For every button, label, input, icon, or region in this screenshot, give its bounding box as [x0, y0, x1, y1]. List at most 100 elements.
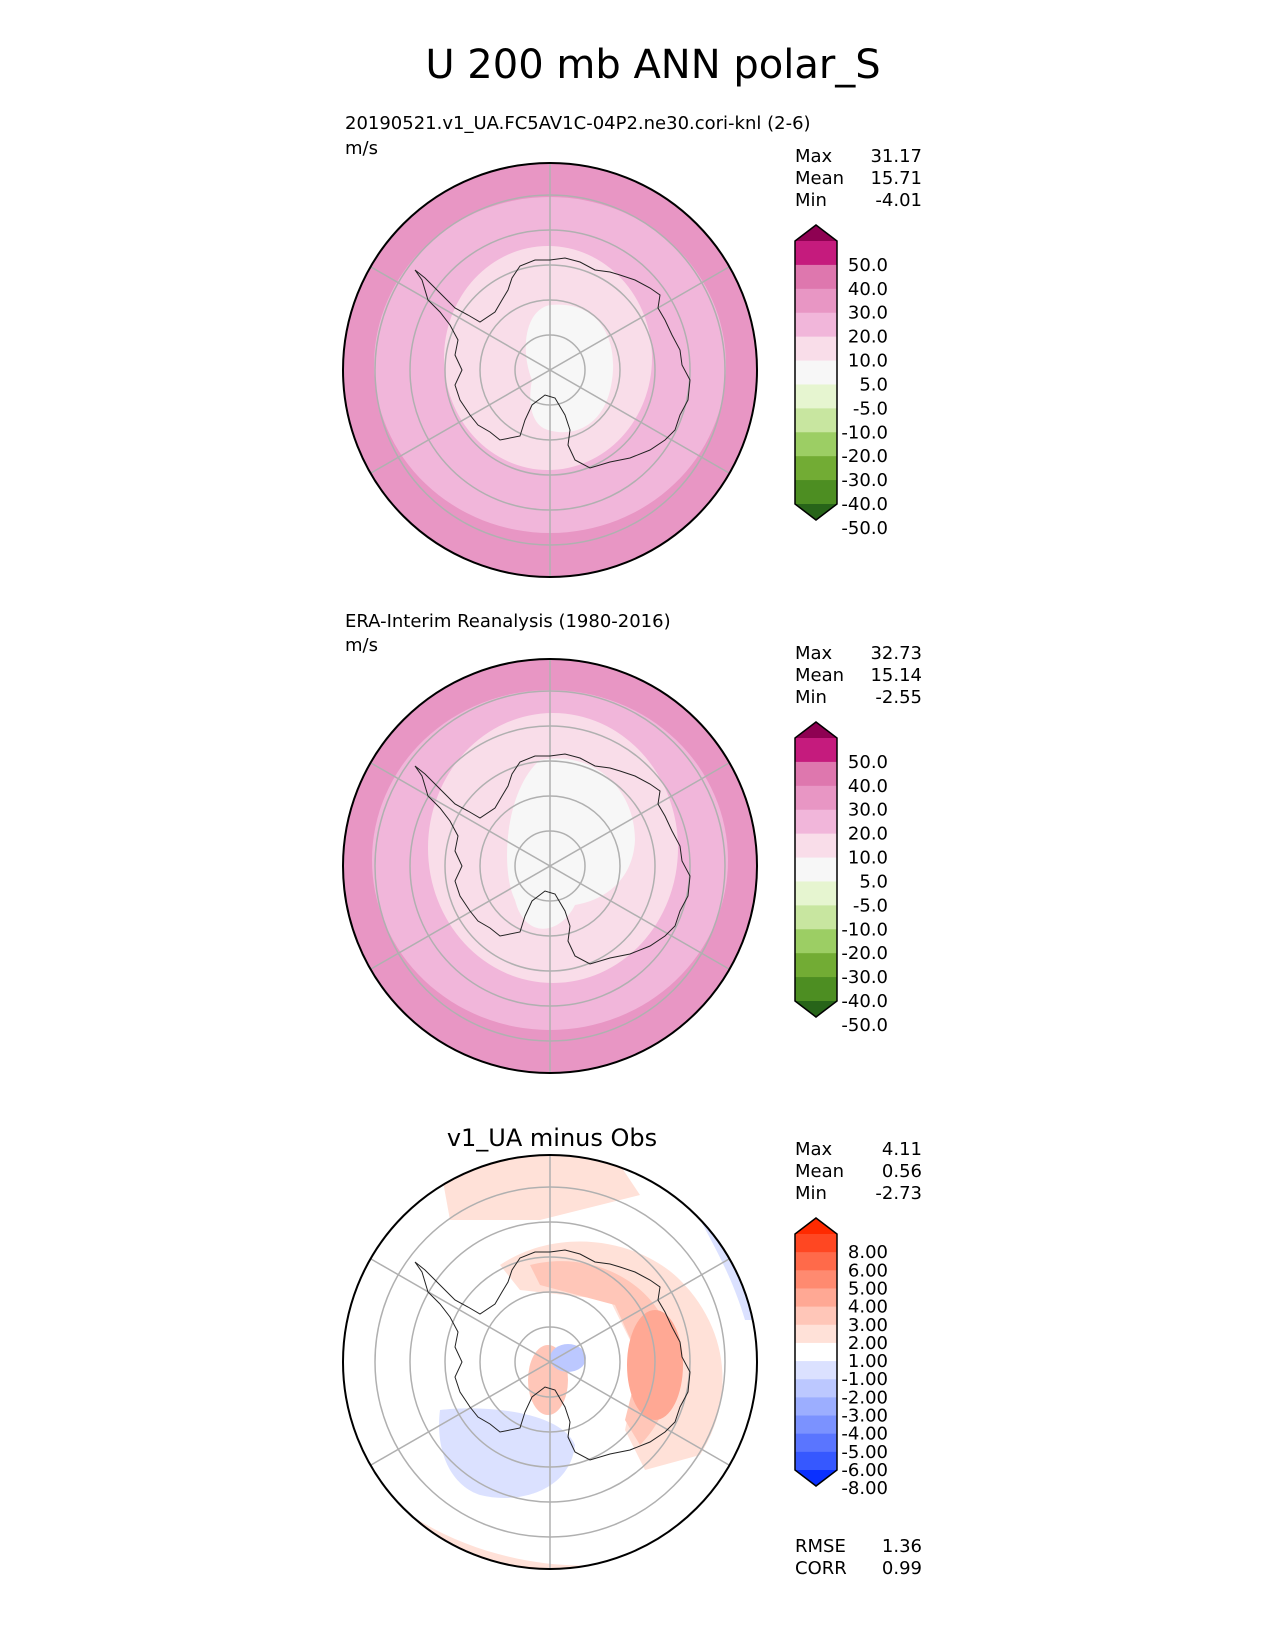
colorbar-segment [795, 336, 837, 362]
colorbar-segment [795, 312, 837, 338]
colorbar-tick-label: -30.0 [841, 470, 888, 491]
colorbar-segment [795, 977, 837, 1002]
colorbar-segment [795, 761, 837, 787]
colorbar-segment [795, 1415, 837, 1435]
colorbar-tick-label: 4.00 [848, 1297, 888, 1318]
colorbar-tick-label: -2.00 [841, 1387, 888, 1408]
colorbar-segment [795, 1397, 837, 1417]
colorbar-tick-label: 5.0 [859, 374, 888, 395]
colorbar-tick-label: -5.00 [841, 1442, 888, 1463]
panel-reference: ERA-Interim Reanalysis (1980-2016) m/s M… [342, 611, 922, 1074]
colorbar-tick-label: -20.0 [841, 446, 888, 467]
colorbar-tick-label: -1.00 [841, 1369, 888, 1390]
stat-rmse-value: 1.36 [882, 1536, 922, 1557]
colorbar-segment [795, 1379, 837, 1398]
colorbar-segment [795, 456, 837, 481]
colorbar-segment [795, 1342, 837, 1362]
stat-mean-label: Mean [795, 1161, 844, 1182]
panel-difference-extra-stats: RMSE 1.36 CORR 0.99 [795, 1536, 922, 1579]
colorbar-tick-label: 3.00 [848, 1315, 888, 1336]
colorbar-tick-label: 40.0 [848, 279, 888, 300]
panel-difference-boundary [342, 1154, 758, 1570]
colorbar-tick-label: -20.0 [841, 943, 888, 964]
stat-min-value: -2.73 [875, 1183, 922, 1204]
colorbar-tick-label: -4.00 [841, 1424, 888, 1445]
colorbar-tick-label: -40.0 [841, 991, 888, 1012]
colorbar-extend-min [795, 1470, 837, 1486]
colorbar-tick-label: -50.0 [841, 518, 888, 539]
panel-reference-units: m/s [345, 635, 378, 656]
stat-corr-value: 0.99 [882, 1558, 922, 1579]
colorbar-segment [795, 384, 837, 409]
stat-max-label: Max [795, 643, 833, 664]
colorbar-segment [795, 432, 837, 457]
colorbar-segment [795, 738, 837, 763]
colorbar-segment [795, 1270, 837, 1289]
stat-max-value: 4.11 [882, 1139, 922, 1160]
panel-test-colorbar: 50.0 40.0 30.0 20.0 10.05.0 -5.0 -10.0 -20.0 -30… [794, 224, 888, 539]
stat-max-label: Max [795, 1139, 833, 1160]
panel-difference-graticule [370, 1155, 730, 1569]
colorbar-segment [795, 809, 837, 835]
colorbar-segment [795, 1306, 837, 1326]
figure-title: U 200 mb ANN polar_S [425, 42, 880, 88]
colorbar-extend-max [795, 1218, 837, 1234]
stat-min-value: -4.01 [875, 190, 922, 211]
colorbar-segment [795, 833, 837, 859]
colorbar-segment [795, 1451, 837, 1471]
colorbar-extend-min [795, 504, 837, 520]
stat-min-label: Min [795, 190, 827, 211]
colorbar-extend-max [795, 722, 837, 738]
field-band-neg5-5 [525, 304, 614, 433]
panel-reference-boundary [342, 658, 758, 1074]
colorbar-segment [795, 785, 837, 811]
colorbar-tick-label: 30.0 [848, 303, 888, 324]
colorbar-extend-min [795, 1001, 837, 1017]
colorbar-segment [795, 288, 837, 314]
colorbar-tick-label: 50.0 [848, 255, 888, 276]
colorbar-tick-label: -40.0 [841, 494, 888, 515]
colorbar-tick-label: 5.0 [859, 871, 888, 892]
field-neg-center [550, 1344, 586, 1372]
colorbar-segment [795, 1324, 837, 1344]
panel-test-title: 20190521.v1_UA.FC5AV1C-04P2.ne30.cori-kn… [345, 113, 811, 134]
colorbar-tick-label: 40.0 [848, 776, 888, 797]
panel-difference-stats: Max 4.11 Mean 0.56 Min -2.73 [795, 1139, 922, 1204]
colorbar-outline [794, 224, 838, 521]
colorbar-tick-label: 6.00 [848, 1260, 888, 1281]
stat-mean-label: Mean [795, 168, 844, 189]
colorbar-segment [795, 360, 837, 385]
colorbar-tick-label: 20.0 [848, 327, 888, 348]
panel-test-map [343, 163, 757, 577]
stat-max-value: 32.73 [870, 643, 922, 664]
stat-mean-label: Mean [795, 665, 844, 686]
stat-min-label: Min [795, 1183, 827, 1204]
stat-rmse-label: RMSE [795, 1536, 846, 1557]
panel-reference-colorbar: 50.0 40.0 30.0 20.0 10.05.0 -5.0 -10.0 -20.0 -30… [794, 721, 888, 1036]
colorbar-tick-label: 8.00 [848, 1242, 888, 1263]
colorbar-tick-label: -5.0 [853, 398, 888, 419]
colorbar-tick-label: 2.00 [848, 1333, 888, 1354]
panel-reference-graticule [370, 659, 730, 1073]
colorbar-tick-label: 50.0 [848, 752, 888, 773]
stat-corr-label: CORR [795, 1558, 847, 1579]
panel-test: 20190521.v1_UA.FC5AV1C-04P2.ne30.cori-kn… [342, 113, 922, 578]
stat-mean-value: 15.14 [870, 665, 922, 686]
colorbar-segment [795, 1288, 837, 1308]
colorbar-segment [795, 905, 837, 930]
colorbar-segment [795, 264, 837, 290]
colorbar-tick-label: 5.00 [848, 1278, 888, 1299]
colorbar-tick-label: 10.0 [848, 351, 888, 372]
colorbar-segment [795, 1234, 837, 1253]
colorbar-segment [795, 857, 837, 882]
colorbar-segment [795, 241, 837, 266]
stat-max-value: 31.17 [870, 146, 922, 167]
colorbar-outline [794, 721, 838, 1018]
colorbar-tick-label: -5.0 [853, 895, 888, 916]
colorbar-segment [795, 1433, 837, 1453]
panel-test-boundary [342, 162, 758, 578]
colorbar-segment [795, 881, 837, 906]
panel-test-graticule [370, 163, 730, 577]
colorbar-tick-label: 30.0 [848, 800, 888, 821]
